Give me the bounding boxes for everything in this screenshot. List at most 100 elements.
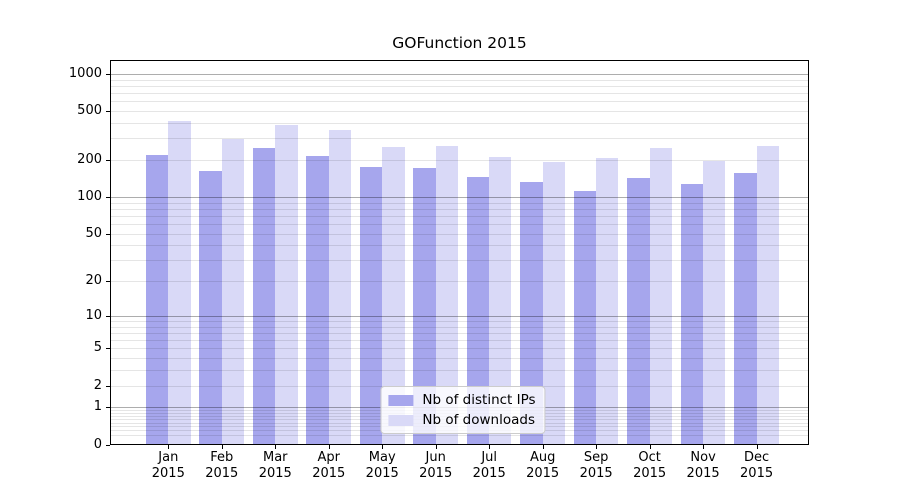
y-tick-mark-10 xyxy=(106,316,110,317)
legend: Nb of distinct IPs Nb of downloads xyxy=(380,386,546,434)
x-tick-mark-sep xyxy=(596,445,597,449)
x-tick-mark-mar xyxy=(275,445,276,449)
minor-gridline-6 xyxy=(111,340,808,342)
x-tick-label-jun: Jun 2015 xyxy=(401,450,471,482)
x-tick-label-year: 2015 xyxy=(312,466,346,481)
bar-downloads-mar xyxy=(275,125,298,444)
y-tick-mark-2 xyxy=(106,386,110,387)
bar-distinct-ips-sep xyxy=(573,190,597,444)
y-tick-label-500: 500 xyxy=(77,103,102,119)
minor-gridline-700 xyxy=(111,93,808,95)
major-gridline-100 xyxy=(111,197,808,199)
bar-distinct-ips-may xyxy=(359,167,383,444)
bar-distinct-ips-jun xyxy=(413,167,436,444)
chart-title: GOFunction 2015 xyxy=(392,34,527,52)
x-tick-label-year: 2015 xyxy=(472,466,506,481)
x-tick-label-year: 2015 xyxy=(365,466,399,481)
bars-layer xyxy=(111,61,808,444)
bar-downloads-oct xyxy=(649,148,672,444)
bar-distinct-ips-apr xyxy=(306,156,329,444)
bar-downloads-sep xyxy=(596,158,619,444)
x-tick-mark-aug xyxy=(543,445,544,449)
x-tick-label-month: Oct xyxy=(638,450,661,465)
x-tick-label-year: 2015 xyxy=(205,466,239,481)
x-tick-label-year: 2015 xyxy=(258,466,292,481)
x-tick-label-month: Jun xyxy=(425,450,446,465)
x-tick-label-apr: Apr 2015 xyxy=(294,450,364,482)
x-tick-label-nov: Nov 2015 xyxy=(668,450,738,482)
legend-label-distinct-ips: Nb of distinct IPs xyxy=(422,392,536,408)
x-tick-label-year: 2015 xyxy=(151,466,185,481)
bar-downloads-dec xyxy=(756,145,779,444)
y-tick-mark-50 xyxy=(106,234,110,235)
x-tick-label-month: Jul xyxy=(481,450,498,465)
bar-distinct-ips-nov xyxy=(680,184,704,444)
x-tick-label-month: Jan xyxy=(158,450,179,465)
minor-gridline-600 xyxy=(111,101,808,103)
y-tick-label-2: 2 xyxy=(93,377,102,393)
minor-gridline-0.2 xyxy=(111,434,808,436)
minor-gridline-80 xyxy=(111,208,808,210)
x-tick-label-aug: Aug 2015 xyxy=(508,450,578,482)
x-tick-label-year: 2015 xyxy=(633,466,667,481)
bar-distinct-ips-aug xyxy=(520,182,543,444)
x-tick-label-year: 2015 xyxy=(686,466,720,481)
y-tick-label-1: 1 xyxy=(93,399,102,415)
y-tick-label-50: 50 xyxy=(85,225,102,241)
y-tick-label-5: 5 xyxy=(93,340,102,356)
x-tick-mark-apr xyxy=(329,445,330,449)
y-tick-label-100: 100 xyxy=(77,189,102,205)
x-tick-label-month: Mar xyxy=(262,450,288,465)
y-tick-mark-0 xyxy=(106,445,110,446)
bar-distinct-ips-jan xyxy=(146,154,169,444)
x-tick-label-mar: Mar 2015 xyxy=(240,450,310,482)
legend-item-downloads: Nb of downloads xyxy=(388,411,535,429)
y-tick-mark-500 xyxy=(106,111,110,112)
x-tick-label-month: Nov xyxy=(690,450,716,465)
x-tick-label-year: 2015 xyxy=(526,466,560,481)
x-tick-label-jan: Jan 2015 xyxy=(133,450,203,482)
y-tick-label-0: 0 xyxy=(93,436,102,452)
minor-gridline-500 xyxy=(111,111,808,113)
x-tick-mark-oct xyxy=(650,445,651,449)
bar-distinct-ips-oct xyxy=(627,178,650,444)
legend-label-downloads: Nb of downloads xyxy=(422,412,535,428)
x-tick-label-year: 2015 xyxy=(419,466,453,481)
plot-area: Nb of distinct IPs Nb of downloads xyxy=(111,61,808,444)
bar-downloads-may xyxy=(382,147,405,444)
bar-downloads-jun xyxy=(435,145,458,444)
bar-downloads-apr xyxy=(328,129,352,444)
bar-distinct-ips-dec xyxy=(734,173,757,444)
x-tick-label-month: May xyxy=(368,450,396,465)
minor-gridline-4 xyxy=(111,358,808,360)
bar-distinct-ips-jul xyxy=(466,177,490,444)
x-tick-mark-feb xyxy=(222,445,223,449)
x-tick-label-month: Feb xyxy=(210,450,234,465)
y-tick-label-200: 200 xyxy=(77,152,102,168)
x-tick-mark-nov xyxy=(703,445,704,449)
x-tick-label-may: May 2015 xyxy=(347,450,417,482)
bar-downloads-feb xyxy=(221,138,245,444)
x-tick-mark-jul xyxy=(489,445,490,449)
minor-gridline-30 xyxy=(111,260,808,262)
x-tick-mark-may xyxy=(382,445,383,449)
legend-swatch-downloads xyxy=(388,414,414,426)
minor-gridline-300 xyxy=(111,138,808,140)
minor-gridline-5 xyxy=(111,348,808,350)
minor-gridline-40 xyxy=(111,245,808,247)
x-tick-label-month: Aug xyxy=(529,450,556,465)
x-tick-mark-jan xyxy=(168,445,169,449)
y-tick-mark-20 xyxy=(106,281,110,282)
minor-gridline-50 xyxy=(111,233,808,235)
y-tick-mark-5 xyxy=(106,348,110,349)
x-tick-label-month: Apr xyxy=(317,450,340,465)
x-tick-label-oct: Oct 2015 xyxy=(615,450,685,482)
minor-gridline-200 xyxy=(111,160,808,162)
y-tick-mark-200 xyxy=(106,160,110,161)
x-tick-label-feb: Feb 2015 xyxy=(187,450,257,482)
y-tick-mark-1 xyxy=(106,407,110,408)
x-tick-mark-dec xyxy=(757,445,758,449)
major-gridline-10 xyxy=(111,315,808,317)
y-tick-label-20: 20 xyxy=(85,273,102,289)
